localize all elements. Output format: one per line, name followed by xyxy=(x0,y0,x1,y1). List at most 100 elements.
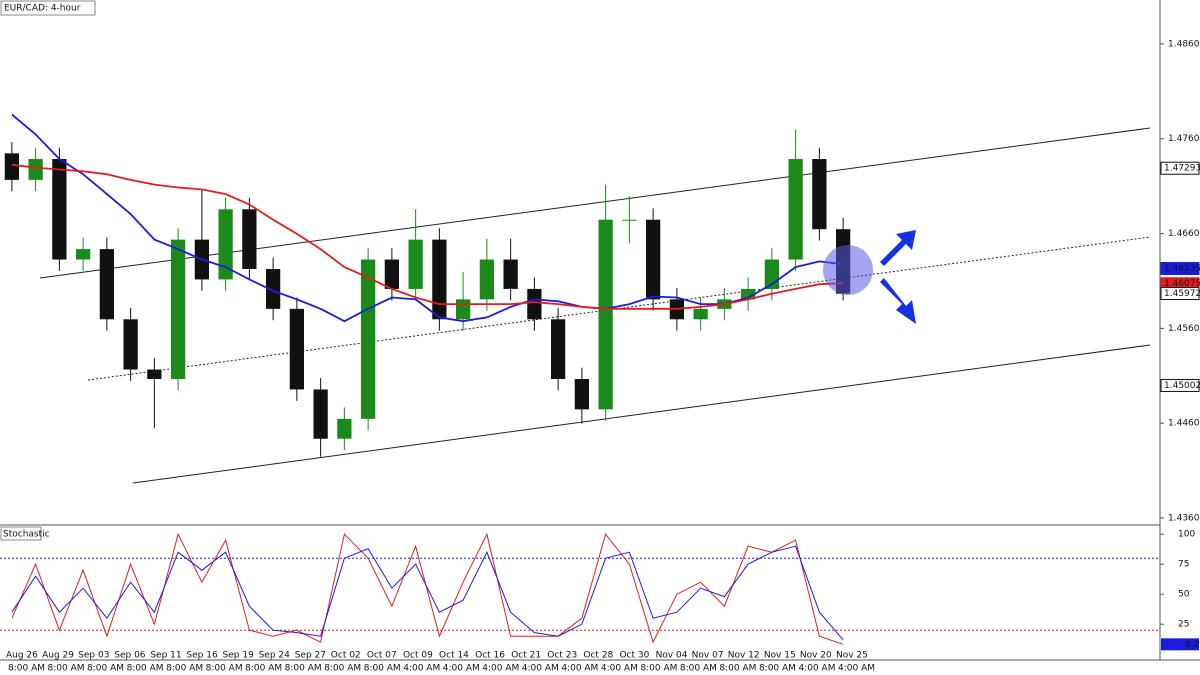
line-series xyxy=(11,163,844,310)
x-tick-label: 8:00 AM xyxy=(245,664,282,674)
x-tick-label: Sep 11 xyxy=(150,651,181,661)
price-tag xyxy=(1160,286,1200,300)
x-tick-label: Aug 26 xyxy=(6,651,38,661)
price-tag-label: 1.46235 xyxy=(1164,264,1200,274)
x-tick-label: Sep 27 xyxy=(295,651,326,661)
x-tick-label: 8:00 AM xyxy=(364,664,401,674)
x-tick-label: 4:00 AM xyxy=(522,664,559,674)
x-tick-label: 8:00 AM xyxy=(719,664,756,674)
candle-body xyxy=(574,379,589,410)
arrow-up xyxy=(880,230,916,266)
candle-body xyxy=(266,269,281,309)
x-tick-label: 8:00 AM xyxy=(87,664,124,674)
price-tag-label: 1.46075 xyxy=(1164,279,1200,289)
x-tick-label: 4:00 AM xyxy=(838,664,875,674)
x-tick-label: 8:00 AM xyxy=(640,664,677,674)
x-tick-label: Nov 04 xyxy=(656,651,688,661)
candle-body xyxy=(76,249,91,260)
candle-body xyxy=(456,299,471,320)
y-tick-label: 25 xyxy=(1178,620,1189,630)
candle-body xyxy=(384,259,399,289)
candle-body xyxy=(646,219,661,300)
price-tag xyxy=(1160,161,1200,175)
x-tick-label: 8:00 AM xyxy=(680,664,717,674)
x-tick-label: Oct 23 xyxy=(547,651,577,661)
x-tick-label: 4:00 AM xyxy=(403,664,440,674)
y-tick-label: 1.47604 xyxy=(1168,134,1200,144)
x-tick-label: 8:00 AM xyxy=(127,664,164,674)
candle-body xyxy=(99,249,114,320)
price-tag-label: 1.45972 xyxy=(1164,289,1200,299)
candle-body xyxy=(479,259,494,300)
candle-body xyxy=(52,159,67,260)
x-tick-label: Oct 14 xyxy=(439,651,469,661)
candle-body xyxy=(812,159,827,230)
candle-body xyxy=(242,209,257,270)
candle-body xyxy=(28,159,43,180)
candle-body xyxy=(123,319,138,370)
y-tick-label: 1.45604 xyxy=(1168,324,1200,334)
title-box xyxy=(0,0,96,16)
y-tick-label: 1.48604 xyxy=(1168,39,1200,49)
candle-body xyxy=(289,308,304,390)
value-tag xyxy=(1161,638,1199,651)
x-tick-label: 8:00 AM xyxy=(166,664,203,674)
x-tick-label: Oct 30 xyxy=(619,651,649,661)
x-tick-label: Nov 25 xyxy=(836,651,868,661)
x-tick-label: Oct 21 xyxy=(511,651,541,661)
candle-body xyxy=(361,259,376,419)
stoch-title: Stochastic xyxy=(3,530,50,540)
x-tick-label: Oct 16 xyxy=(475,651,505,661)
candle-body xyxy=(4,153,19,180)
y-tick-label: 1.44604 xyxy=(1168,419,1200,429)
x-tick-label: Sep 24 xyxy=(259,651,291,661)
candle-body xyxy=(147,369,162,380)
line-series xyxy=(11,113,844,323)
candle-body xyxy=(527,288,542,320)
x-tick-label: 4:00 AM xyxy=(482,664,519,674)
line-series xyxy=(11,545,844,641)
candle-body xyxy=(622,219,637,221)
channel-mid xyxy=(87,236,1151,381)
x-tick-label: 4:00 AM xyxy=(561,664,598,674)
line-series xyxy=(11,532,844,645)
candle-body xyxy=(693,308,708,320)
candle-body xyxy=(171,239,186,380)
value-tag-label: 8.21 xyxy=(1185,640,1200,650)
price-tag-label: 1.47293 xyxy=(1164,164,1200,174)
x-tick-label: 8:00 AM xyxy=(759,664,796,674)
candle-body xyxy=(337,418,352,439)
x-tick-label: Sep 03 xyxy=(78,651,109,661)
x-tick-label: Oct 02 xyxy=(331,651,361,661)
stoch-title-box xyxy=(0,526,42,541)
x-tick-label: 8:00 AM xyxy=(48,664,85,674)
candle-body xyxy=(218,209,233,280)
x-tick-label: 8:00 AM xyxy=(324,664,361,674)
arrow-down xyxy=(880,278,916,324)
x-tick-label: Sep 06 xyxy=(114,651,146,661)
x-tick-label: Oct 09 xyxy=(403,651,433,661)
y-tick-label: 1.43604 xyxy=(1168,514,1200,524)
y-tick-label: 1.46604 xyxy=(1168,229,1200,239)
x-tick-label: Sep 19 xyxy=(223,651,255,661)
candle-body xyxy=(598,219,613,410)
x-tick-label: 4:00 AM xyxy=(601,664,638,674)
candle-body xyxy=(741,288,756,300)
x-tick-label: Nov 07 xyxy=(692,651,724,661)
x-tick-label: Sep 16 xyxy=(186,651,218,661)
x-tick-label: Aug 29 xyxy=(42,651,74,661)
x-tick-label: Oct 28 xyxy=(583,651,613,661)
highlight-circle xyxy=(823,245,873,295)
price-tag xyxy=(1160,378,1200,392)
x-tick-label: 4:00 AM xyxy=(798,664,835,674)
x-tick-label: 8:00 AM xyxy=(206,664,243,674)
candle-body xyxy=(313,389,328,439)
x-tick-label: Nov 20 xyxy=(800,651,832,661)
candle-body xyxy=(788,159,803,260)
y-tick-label: 100 xyxy=(1178,530,1195,540)
y-tick-label: 50 xyxy=(1178,590,1190,600)
y-tick-label: 75 xyxy=(1178,560,1189,570)
candle-body xyxy=(408,239,423,289)
candle-body xyxy=(503,259,518,289)
x-tick-label: Nov 15 xyxy=(764,651,796,661)
